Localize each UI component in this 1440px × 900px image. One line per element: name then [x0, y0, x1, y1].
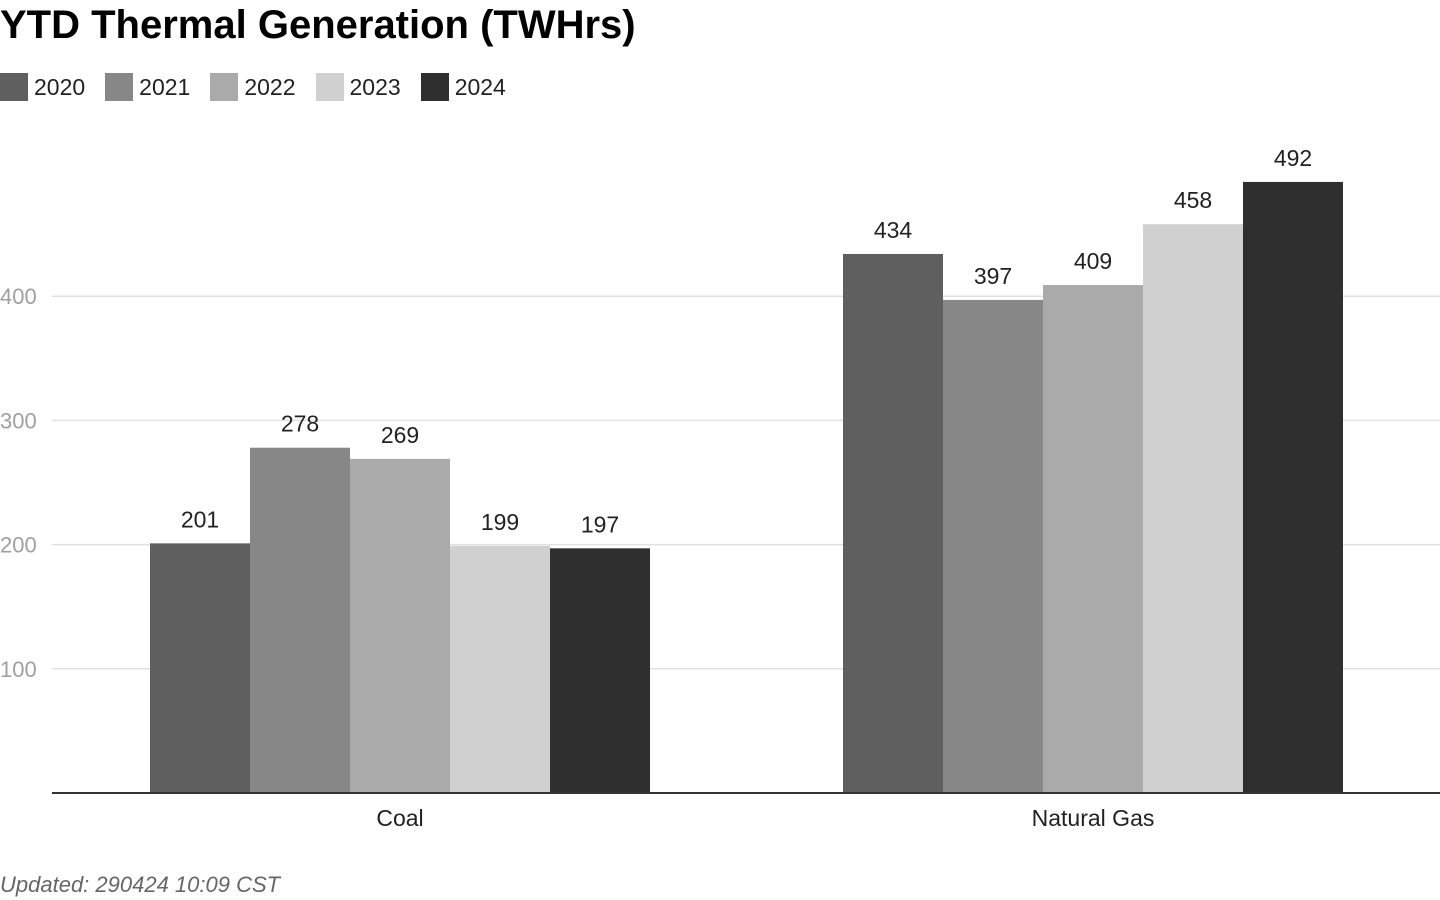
y-tick-label: 400 [0, 284, 37, 309]
bar-coal-2020 [150, 543, 250, 793]
updated-timestamp: Updated: 290424 10:09 CST [0, 872, 281, 897]
bar-natural-gas-2022 [1043, 285, 1143, 793]
data-label: 492 [1274, 145, 1312, 171]
legend-swatch [420, 73, 449, 101]
data-label: 397 [974, 263, 1012, 289]
legend-label: 2023 [349, 73, 401, 100]
y-tick-label: 200 [0, 533, 37, 558]
x-category-label: Natural Gas [1032, 805, 1155, 831]
data-label: 199 [481, 509, 519, 535]
data-label: 278 [281, 411, 319, 437]
legend-swatch [105, 73, 134, 101]
legend-label: 2020 [34, 73, 86, 100]
bar-coal-2023 [450, 545, 550, 793]
legend-label: 2022 [244, 73, 296, 100]
data-label: 269 [381, 422, 419, 448]
legend-swatch [0, 73, 28, 101]
legend-item-2023: 2023 [315, 73, 401, 101]
bar-natural-gas-2024 [1243, 181, 1343, 793]
legend-label: 2021 [139, 73, 191, 100]
data-label: 434 [874, 217, 913, 243]
bar-coal-2022 [350, 458, 450, 793]
chart-legend: 2020 2021 2022 2023 2024 [0, 72, 526, 102]
legend-label: 2024 [454, 73, 506, 100]
y-tick-label: 300 [0, 408, 37, 433]
data-label: 458 [1174, 187, 1212, 213]
legend-item-2024: 2024 [420, 73, 506, 101]
data-label: 201 [181, 506, 219, 532]
bar-coal-2024 [550, 548, 650, 793]
bar-natural-gas-2020 [843, 253, 943, 794]
legend-item-2021: 2021 [105, 73, 190, 101]
legend-item-2022: 2022 [210, 73, 296, 101]
data-label: 409 [1074, 248, 1112, 274]
chart-title: YTD Thermal Generation (TWHrs) [0, 3, 636, 47]
legend-swatch [210, 73, 239, 101]
data-label: 197 [581, 511, 619, 537]
bar-natural-gas-2023 [1143, 224, 1243, 793]
bar-coal-2021 [250, 447, 350, 793]
x-category-label: Coal [376, 805, 423, 831]
legend-item-2020: 2020 [0, 73, 85, 101]
legend-swatch [315, 73, 344, 101]
bar-natural-gas-2021 [943, 299, 1043, 793]
y-tick-label: 100 [0, 657, 37, 682]
